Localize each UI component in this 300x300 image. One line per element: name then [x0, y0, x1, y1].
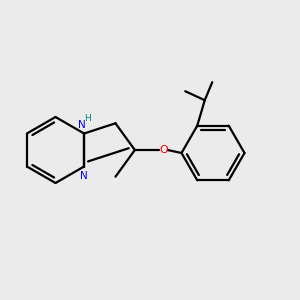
- Text: N: N: [78, 119, 86, 130]
- Text: N: N: [80, 170, 87, 181]
- Text: H: H: [84, 114, 91, 123]
- Text: O: O: [159, 145, 168, 155]
